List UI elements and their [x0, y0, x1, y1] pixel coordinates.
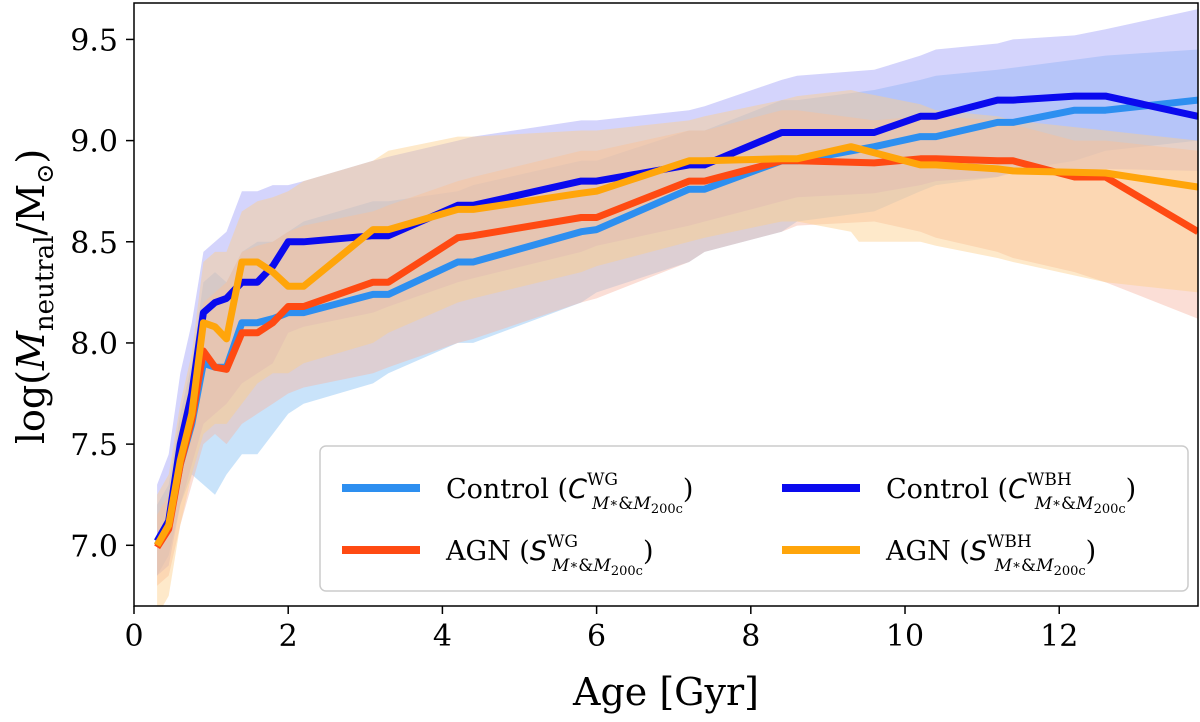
x-tick-label: 0: [124, 619, 143, 654]
legend-sub-m2: M: [1035, 556, 1054, 576]
x-tick-label: 8: [741, 619, 760, 654]
legend-sub-star: ∗: [1012, 558, 1021, 573]
legend-symbol: S: [530, 536, 547, 567]
y-tick-label: 8.5: [70, 226, 118, 261]
y-tick-label: 9.5: [70, 23, 118, 58]
legend-sub-amp: &: [1061, 494, 1076, 514]
legend-symbol: S: [970, 536, 987, 567]
legend-superscript: WG: [547, 532, 578, 552]
line-series-3: [154, 143, 1198, 548]
y-label-prefix: log(: [9, 370, 53, 444]
legend-symbol: C: [568, 474, 587, 505]
x-tick-label: 2: [279, 619, 298, 654]
line-series-2: [154, 155, 1198, 550]
legend-close: ): [1086, 536, 1097, 567]
y-label-var: M: [9, 330, 53, 371]
legend-box: [319, 445, 1189, 592]
y-tick-label: 8.0: [70, 327, 118, 362]
y-label-sun: ⊙: [31, 164, 59, 184]
legend-sub-m2: M: [592, 556, 611, 576]
legend-sub-star: ∗: [569, 558, 578, 573]
legend-sub-m: M: [591, 494, 610, 514]
band-series-2: [157, 110, 1198, 586]
legend-close: ): [643, 536, 654, 567]
legend-symbol: C: [1008, 474, 1027, 505]
x-tick-label: 12: [1040, 619, 1078, 654]
legend-sub-200c: 200c: [611, 564, 643, 579]
legend-sub-m: M: [551, 556, 570, 576]
y-tick-label: 9.0: [70, 125, 118, 160]
y-axis-label: log(Mneutral/M⊙): [9, 149, 60, 444]
y-tick-label: 7.0: [70, 529, 118, 564]
legend-sub-amp: &: [578, 556, 593, 576]
legend-label: Control (: [886, 474, 1008, 505]
legend-superscript: WBH: [1027, 470, 1072, 490]
legend-sub-200c: 200c: [1054, 564, 1086, 579]
legend-superscript: WBH: [987, 532, 1032, 552]
x-tick-label: 6: [587, 619, 606, 654]
legend-sub-200c: 200c: [651, 502, 683, 517]
legend-label: AGN (: [885, 536, 970, 567]
legend-sub-star: ∗: [609, 496, 618, 511]
legend-sub-m2: M: [632, 494, 651, 514]
y-tick-label: 7.5: [70, 428, 118, 463]
legend-close: ): [1126, 474, 1137, 505]
series-lines: [154, 92, 1198, 550]
axes: 0 2 4 6 8 10 12 7.0 7.5 8.0 8.5 9.0 9.5 Age [Gyr] log(…: [9, 2, 1199, 714]
plot-frame: [133, 2, 1199, 607]
y-label-unit: /M: [9, 184, 53, 236]
band-series-1: [157, 9, 1198, 576]
legend-label: AGN (: [445, 536, 530, 567]
legend-entry-1: Control (CWBH M∗&M200c): [886, 470, 1136, 517]
line-series-1: [154, 92, 1198, 543]
legend-sub-m2: M: [1075, 494, 1094, 514]
x-tick-label: 4: [433, 619, 452, 654]
legend-entry-3: AGN (SWBH M∗&M200c): [885, 532, 1096, 579]
legend-entry-0: Control (CWG M∗&M200c): [446, 470, 693, 517]
legend-sub-amp: &: [1021, 556, 1036, 576]
legend-sub-m: M: [994, 556, 1013, 576]
legend-superscript: WG: [587, 470, 618, 490]
y-label-sub: neutral: [30, 235, 60, 331]
legend-sub-amp: &: [618, 494, 633, 514]
legend-close: ): [683, 474, 694, 505]
band-series-0: [157, 49, 1198, 576]
y-label-suffix: ): [9, 149, 53, 164]
x-axis-label: Age [Gyr]: [572, 670, 759, 714]
legend-sub-200c: 200c: [1094, 502, 1126, 517]
legend-label: Control (: [446, 474, 568, 505]
x-tick-label: 10: [886, 619, 924, 654]
legend-entry-2: AGN (SWG M∗&M200c): [445, 532, 653, 579]
legend: Control (CWG M∗&M200c)AGN (SWG M∗&M200c)Co…: [319, 445, 1189, 592]
legend-sub-star: ∗: [1052, 496, 1061, 511]
legend-sub-m: M: [1034, 494, 1053, 514]
